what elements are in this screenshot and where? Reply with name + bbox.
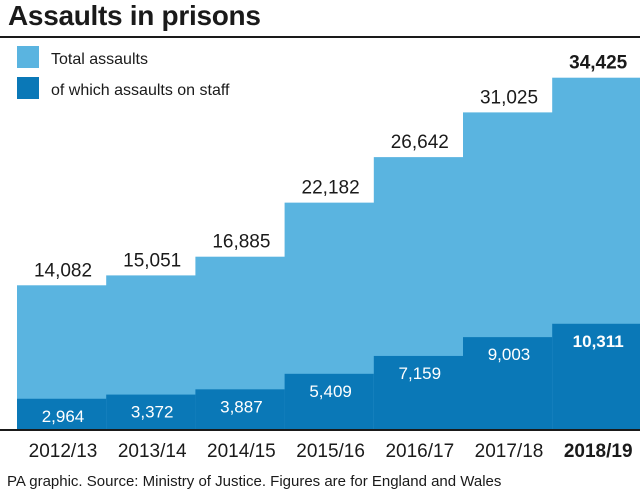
value-label-total-2015/16: 22,182 xyxy=(302,178,360,199)
chart-title: Assaults in prisons xyxy=(8,0,261,31)
value-label-staff-2018/19: 10,311 xyxy=(573,332,624,351)
x-tick-2017/18: 2017/18 xyxy=(475,441,544,462)
value-label-total-2018/19: 34,425 xyxy=(569,53,628,74)
legend-label-total: Total assaults xyxy=(51,51,148,68)
value-label-staff-2013/14: 3,372 xyxy=(131,403,174,422)
bar-staff-2015/16 xyxy=(284,373,377,429)
bar-chart: Total assaults of which assaults on staf… xyxy=(0,46,640,462)
bar-staff-2014/15 xyxy=(195,389,288,429)
value-label-total-2016/17: 26,642 xyxy=(391,132,449,153)
legend-swatch-total xyxy=(17,46,39,68)
legend-label-staff: of which assaults on staff xyxy=(51,82,230,99)
value-label-total-2017/18: 31,025 xyxy=(480,87,538,108)
legend: Total assaults of which assaults on staf… xyxy=(17,46,230,99)
bars-group: 14,082 2,964 15,051 3,372 16,885 3,887 22,182 5… xyxy=(17,53,640,429)
value-label-total-2012/13: 14,082 xyxy=(34,260,92,281)
x-tick-2013/14: 2013/14 xyxy=(118,441,187,462)
source-note: PA graphic. Source: Ministry of Justice.… xyxy=(7,473,502,490)
value-label-staff-2015/16: 5,409 xyxy=(309,382,352,401)
bar-staff-2017/18 xyxy=(463,337,555,429)
bar-staff-2012/13 xyxy=(17,398,109,429)
legend-swatch-staff xyxy=(17,77,39,99)
value-label-staff-2017/18: 9,003 xyxy=(488,345,531,364)
bar-staff-2018/19 xyxy=(552,323,640,429)
value-label-staff-2016/17: 7,159 xyxy=(399,364,442,383)
value-label-total-2013/14: 15,051 xyxy=(123,250,181,271)
title-rule xyxy=(0,36,640,38)
x-tick-2016/17: 2016/17 xyxy=(385,441,454,462)
x-tick-labels: 2012/13 2013/14 2014/15 2015/16 2016/17 2017/… xyxy=(29,441,633,462)
bar-staff-2013/14 xyxy=(106,394,199,429)
value-label-total-2014/15: 16,885 xyxy=(212,232,270,253)
bar-staff-2016/17 xyxy=(373,355,466,429)
x-tick-2018/19: 2018/19 xyxy=(564,441,633,462)
value-label-staff-2012/13: 2,964 xyxy=(42,407,85,426)
value-label-staff-2014/15: 3,887 xyxy=(220,397,263,416)
x-tick-2014/15: 2014/15 xyxy=(207,441,276,462)
x-tick-2015/16: 2015/16 xyxy=(296,441,365,462)
x-tick-2012/13: 2012/13 xyxy=(29,441,98,462)
